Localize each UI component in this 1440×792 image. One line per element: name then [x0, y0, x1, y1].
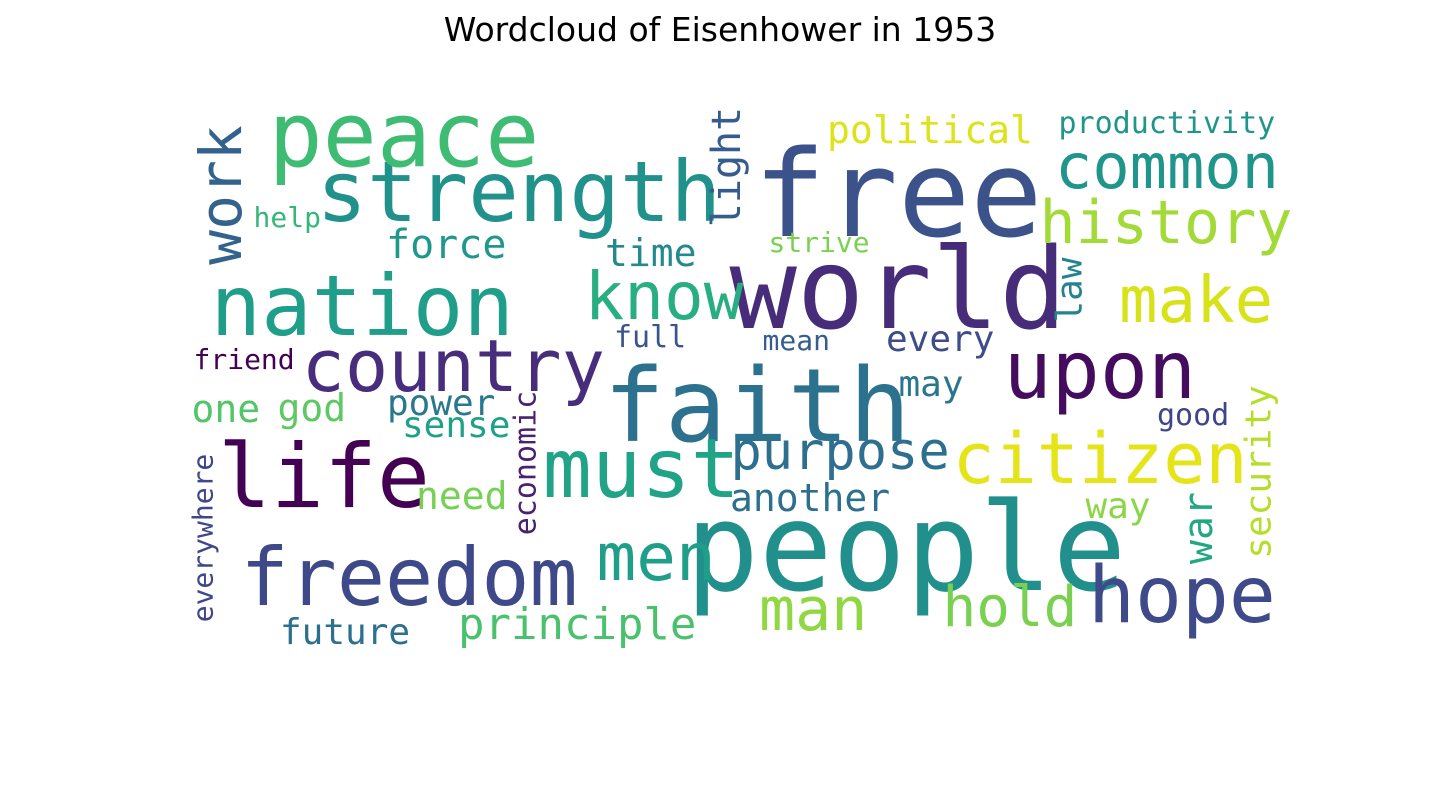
- word-nation: nation: [210, 257, 514, 355]
- word-productivity: productivity: [1058, 106, 1276, 141]
- word-hold: hold: [942, 575, 1078, 640]
- word-need: need: [416, 474, 508, 518]
- word-war: war: [1176, 491, 1223, 565]
- word-people: people: [685, 477, 1127, 619]
- word-common: common: [1055, 130, 1279, 203]
- word-upon: upon: [1003, 324, 1197, 417]
- word-security: security: [1238, 385, 1280, 559]
- word-make: make: [1119, 264, 1274, 338]
- word-power: power: [387, 383, 496, 424]
- word-must: must: [542, 422, 740, 517]
- word-hope: hope: [1088, 551, 1276, 641]
- word-strive: strive: [768, 226, 870, 259]
- word-strength: strength: [316, 143, 722, 241]
- word-light: light: [704, 106, 751, 228]
- word-political: political: [827, 108, 1033, 152]
- word-good: good: [1157, 398, 1230, 433]
- word-freedom: freedom: [240, 531, 578, 624]
- word-mean: mean: [762, 324, 830, 357]
- word-god: god: [277, 386, 347, 430]
- word-country: country: [301, 324, 605, 408]
- word-may: may: [898, 364, 964, 405]
- word-full: full: [614, 320, 687, 355]
- word-citizen: citizen: [952, 418, 1248, 500]
- word-purpose: purpose: [730, 422, 950, 482]
- word-life: life: [218, 425, 430, 528]
- word-friend: friend: [193, 343, 295, 376]
- word-economic: economic: [507, 390, 543, 536]
- word-future: future: [280, 612, 411, 653]
- chart-title: Wordcloud of Eisenhower in 1953: [443, 10, 997, 49]
- word-another: another: [730, 476, 891, 520]
- word-sense: sense: [402, 405, 511, 446]
- word-history: history: [1039, 188, 1293, 258]
- word-men: men: [596, 519, 716, 596]
- word-every: every: [886, 319, 995, 360]
- word-know: know: [584, 258, 744, 335]
- word-man: man: [759, 575, 868, 645]
- word-world: world: [729, 225, 1067, 355]
- word-time: time: [605, 231, 697, 275]
- word-law: law: [1049, 257, 1091, 323]
- word-help: help: [253, 201, 321, 234]
- word-faith: faith: [603, 347, 911, 466]
- word-one: one: [191, 387, 261, 431]
- word-everywhere: everywhere: [185, 453, 219, 623]
- word-work: work: [186, 125, 255, 265]
- word-force: force: [386, 222, 507, 268]
- word-peace: peace: [268, 83, 540, 188]
- word-principle: principle: [458, 599, 697, 650]
- word-free: free: [753, 126, 1043, 265]
- word-way: way: [1085, 486, 1151, 527]
